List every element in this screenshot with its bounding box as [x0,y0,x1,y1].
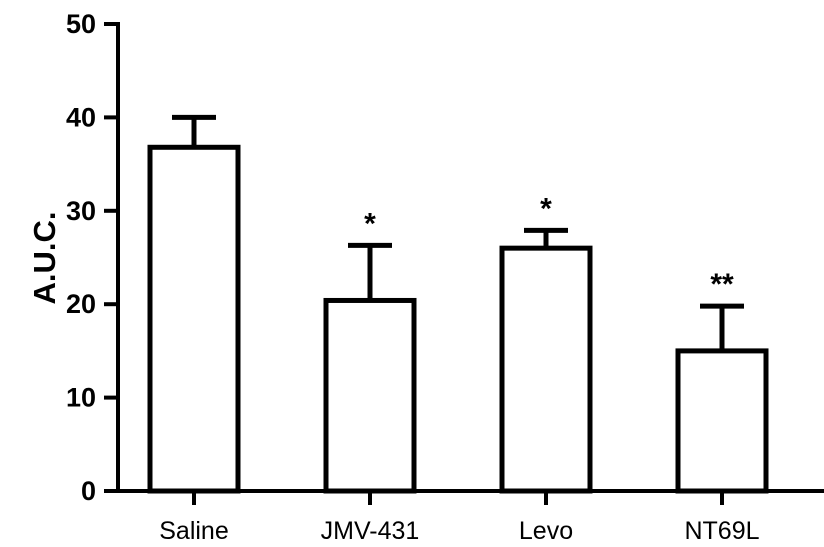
y-tick-label: 0 [81,476,96,506]
x-category-label: Levo [519,517,573,545]
bar-levo [499,245,593,494]
significance-markers: * *** [364,192,734,301]
significance-marker: * [540,192,552,225]
significance-marker: * [364,207,376,240]
bars [147,144,769,494]
y-tick-label: 50 [66,9,96,39]
x-category-label: NT69L [684,517,759,545]
bar-jmv-431 [323,297,417,494]
bar-nt69l [675,348,769,494]
x-category-label: Saline [159,517,229,545]
y-axis-ticks: 0 10 20 30 40 50 [66,9,118,506]
y-tick-label: 40 [66,102,96,132]
x-category-label: JMV-431 [321,517,420,545]
y-axis-label: A.U.C. [27,212,62,305]
y-tick-label: 20 [66,289,96,319]
category-labels: Saline JMV-431 Levo NT69L [159,491,760,545]
error-bars [172,114,744,351]
significance-marker: ** [710,268,734,301]
y-tick-label: 30 [66,196,96,226]
bar-saline [147,144,241,494]
y-tick-label: 10 [66,383,96,413]
